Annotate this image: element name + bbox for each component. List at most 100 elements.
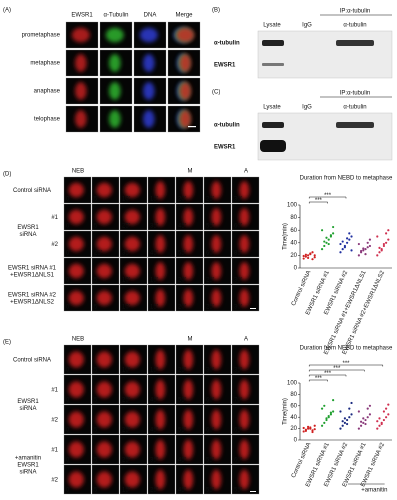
cell-signal [179,54,191,72]
time-label: 25' [178,368,186,374]
data-point [329,413,333,416]
cell-signal [211,208,222,226]
scale-bar [250,308,256,309]
band [262,40,284,46]
cell-signal [239,289,250,307]
data-point [387,238,390,241]
row-label: α-tubulin [214,123,240,129]
cell-signal [68,290,84,306]
stage-label: A [244,337,248,343]
data-point [348,416,351,419]
cell-signal [71,27,90,43]
data-point [311,430,314,434]
cell-signal [183,469,194,490]
data-point [368,244,372,248]
data-point [385,232,388,235]
cell-signal [124,209,140,225]
cell-signal [139,27,158,43]
data-point [387,403,390,406]
y-axis-label: Time(min) [283,398,289,425]
cell-signal [68,351,84,368]
ip-label: IP:α-tubulin [340,9,370,15]
row-label: +EWSR1ΔNLS2 [10,300,55,306]
time-label: 35' [122,251,130,257]
time-label: 60' [234,458,242,464]
data-point [302,257,305,260]
time-label: 0' [66,398,70,404]
row-label: siRNA [19,406,36,412]
row-label: EWSR1 [214,145,236,151]
stage-label: M [188,337,193,343]
row-sublabel: #2 [51,242,58,248]
cell-signal [68,263,84,279]
data-point [302,426,305,430]
blot [257,112,393,161]
row-label: siRNA [19,470,36,476]
data-point [343,417,346,420]
x-tick-label: Control siRNA [291,442,313,479]
cell-signal [211,262,222,280]
data-point [329,411,333,414]
data-point [385,416,388,419]
time-label: 15' [150,197,158,203]
data-point [346,418,349,422]
data-point [368,413,372,416]
band [260,140,286,152]
data-point [382,418,386,422]
data-point [313,256,316,259]
time-label: 5' [94,428,98,434]
blot [257,30,393,79]
data-point [380,249,383,252]
cell-signal [96,182,112,198]
row-label: telophase [34,117,61,123]
data-point [320,424,324,427]
cell-signal [109,82,121,100]
micrograph [119,434,148,465]
data-point [323,404,326,407]
time-label: 70' [234,398,242,404]
data-point [306,427,310,430]
row-label: anaphase [34,89,61,95]
time-label: 35' [150,458,158,464]
row-label: EWSR1 [17,399,39,405]
time-label: 45' [178,458,186,464]
cell-signal [124,351,140,368]
cell-signal [155,439,166,460]
time-label: 25' [206,278,214,284]
lane-label: IgG [302,105,312,111]
data-point [343,246,346,249]
data-point [320,248,324,251]
time-label: 45' [150,398,158,404]
time-label: 45' [150,251,158,257]
cell-signal [211,439,222,460]
micrograph [65,49,99,77]
data-point [385,241,388,244]
data-point [346,241,349,244]
data-point [364,253,367,256]
data-point [364,248,367,251]
data-point [362,417,365,420]
data-point [311,251,314,254]
cell-signal [75,82,87,100]
data-point [313,254,316,257]
micrograph [203,230,232,258]
scale-bar [250,491,256,492]
row-label: EWSR1 [17,225,39,231]
time-label: 20' [178,278,186,284]
time-label: 25' [122,224,130,230]
cell-signal [211,235,222,253]
data-point [382,242,386,246]
y-axis-label: Time(min) [283,223,289,250]
data-point [378,417,381,420]
data-point [346,422,349,426]
band [336,122,374,128]
cell-signal [96,209,112,225]
data-point [376,235,379,238]
time-label: 5' [94,368,98,374]
data-point [320,407,324,410]
column-header: Merge [175,13,193,19]
significance-label: *** [324,193,332,199]
cell-signal [179,110,191,128]
time-label: 10' [122,197,130,203]
data-point [306,425,310,428]
